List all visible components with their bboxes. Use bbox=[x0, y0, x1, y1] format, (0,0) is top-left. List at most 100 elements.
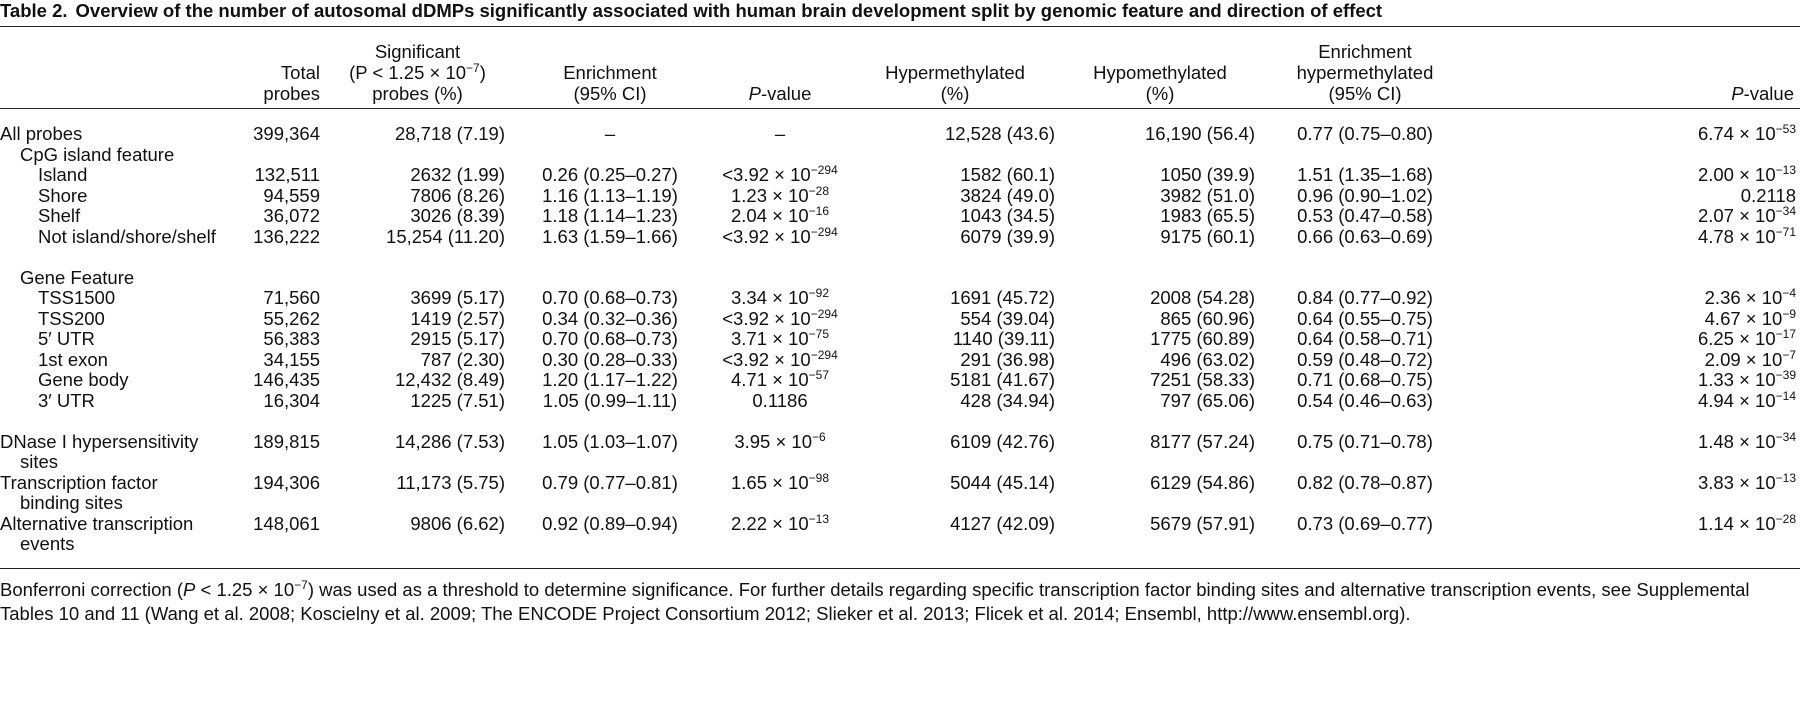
cell-enrichment: 0.34 (0.32–0.36) bbox=[542, 307, 678, 329]
header-hypermethylated: Hypermethylated (%) bbox=[885, 62, 1025, 104]
cell-p-value-2: 2.07 × 10−34 bbox=[1697, 204, 1796, 226]
table-row: Gene Feature bbox=[0, 267, 1800, 289]
cell-p-value-2: 1.14 × 10−28 bbox=[1697, 511, 1796, 534]
row-label: Transcription factor binding sites bbox=[0, 471, 158, 513]
cell-enrichment-hypermethylated: 0.71 (0.68–0.75) bbox=[1297, 369, 1433, 390]
cell-hypomethylated bbox=[1065, 145, 1265, 166]
cell-significant-probes: 11,173 (5.75) bbox=[396, 471, 505, 493]
cell-hypomethylated: 1050 (39.9) bbox=[1160, 164, 1255, 185]
header-p-value-2: P-value bbox=[1731, 83, 1794, 104]
cell-enrichment: 0.70 (0.68–0.73) bbox=[542, 328, 678, 349]
top-rule bbox=[0, 26, 1800, 27]
cell-enrichment-hypermethylated: 0.59 (0.48–0.72) bbox=[1297, 348, 1433, 370]
cell-enrichment: 1.05 (1.03–1.07) bbox=[542, 430, 678, 452]
cell-p-value-2 bbox=[1475, 145, 1800, 166]
cell-significant-probes: 2632 (1.99) bbox=[410, 164, 505, 185]
cell-total-probes: 136,222 bbox=[253, 225, 320, 247]
cell-enrichment-hypermethylated: 0.73 (0.69–0.77) bbox=[1297, 512, 1433, 534]
cell-enrichment: 0.30 (0.28–0.33) bbox=[542, 348, 678, 370]
cell-hypermethylated: 4127 (42.09) bbox=[950, 512, 1055, 534]
cell-total-probes: 148,061 bbox=[253, 512, 320, 534]
header-feature bbox=[0, 30, 250, 104]
header-enrichment: Enrichment (95% CI) bbox=[563, 62, 657, 104]
cell-hypermethylated: 6079 (39.9) bbox=[960, 225, 1055, 247]
table-caption: Table 2. Overview of the number of autoso… bbox=[0, 0, 1800, 22]
table-row: TSS200 55,262 1419 (2.57) 0.34 (0.32–0.36) <… bbox=[0, 306, 1800, 330]
cell-enrichment bbox=[515, 145, 715, 166]
table-row: Shore 94,559 7806 (8.26) 1.16 (1.13–1.19) 1.… bbox=[0, 184, 1800, 207]
cell-total-probes bbox=[250, 145, 330, 166]
header-total-probes: Total probes bbox=[263, 62, 320, 104]
cell-hypomethylated: 3982 (51.0) bbox=[1160, 184, 1255, 206]
cell-enrichment-hypermethylated: 0.54 (0.46–0.63) bbox=[1297, 389, 1433, 411]
row-label: CpG island feature bbox=[20, 143, 175, 165]
table-row: Transcription factor binding sites 194,306… bbox=[0, 470, 1800, 514]
cell-hypomethylated bbox=[1065, 268, 1265, 289]
table-row: DNase I hypersensitivity sites 189,815 14,2… bbox=[0, 429, 1800, 473]
cell-total-probes: 399,364 bbox=[253, 123, 320, 144]
cell-hypermethylated: 1582 (60.1) bbox=[960, 164, 1055, 185]
row-label: Alternative transcription events bbox=[0, 512, 194, 554]
cell-total-probes: 56,383 bbox=[263, 328, 320, 349]
cell-hypomethylated: 8177 (57.24) bbox=[1150, 430, 1255, 452]
cell-significant-probes: 3699 (5.17) bbox=[410, 287, 505, 308]
cell-hypermethylated: 5181 (41.67) bbox=[950, 369, 1055, 390]
cell-p-value-2 bbox=[1475, 268, 1800, 289]
cell-enrichment: 0.79 (0.77–0.81) bbox=[542, 471, 678, 493]
cell-enrichment: – bbox=[604, 123, 616, 144]
cell-p-value: 1.65 × 10−98 bbox=[730, 470, 830, 493]
cell-hypermethylated: 6109 (42.76) bbox=[950, 430, 1055, 452]
cell-p-value: 3.95 × 10−6 bbox=[734, 429, 826, 452]
cell-p-value: <3.92 × 10−294 bbox=[722, 306, 838, 329]
cell-p-value: <3.92 × 10−294 bbox=[722, 347, 838, 370]
table-footnote: Bonferroni correction (P < 1.25 × 10−7) … bbox=[0, 578, 1750, 624]
cell-p-value-2: 0.2118 bbox=[1740, 184, 1796, 206]
cell-total-probes: 36,072 bbox=[263, 205, 320, 226]
table-row: 3′ UTR 16,304 1225 (7.51) 1.05 (0.99–1.11) 0… bbox=[0, 388, 1800, 412]
header-enrichment-hypermethylated: Enrichment hypermethylated (95% CI) bbox=[1296, 41, 1434, 104]
cell-significant-probes: 12,432 (8.49) bbox=[394, 369, 505, 390]
cell-total-probes bbox=[250, 268, 330, 289]
cell-significant-probes: 787 (2.30) bbox=[420, 348, 505, 370]
cell-enrichment-hypermethylated: 0.96 (0.90–1.02) bbox=[1297, 184, 1433, 206]
cell-p-value: <3.92 × 10−294 bbox=[722, 224, 838, 247]
cell-p-value-2: 4.67 × 10−9 bbox=[1704, 306, 1796, 329]
table-label: Table 2. bbox=[0, 0, 68, 21]
cell-p-value-2: 4.94 × 10−14 bbox=[1697, 388, 1796, 411]
cell-hypomethylated: 1775 (60.89) bbox=[1150, 328, 1255, 349]
cell-hypomethylated: 865 (60.96) bbox=[1160, 307, 1255, 329]
table-row: 5′ UTR 56,383 2915 (5.17) 0.70 (0.68–0.73) 3… bbox=[0, 328, 1800, 350]
cell-total-probes: 189,815 bbox=[253, 430, 320, 452]
cell-hypermethylated: 1140 (39.11) bbox=[952, 328, 1055, 349]
cell-hypomethylated: 7251 (58.33) bbox=[1150, 369, 1255, 390]
cell-p-value-2: 3.83 × 10−13 bbox=[1697, 470, 1796, 493]
cell-hypermethylated: 5044 (45.14) bbox=[950, 471, 1055, 493]
table-row: CpG island feature bbox=[0, 143, 1800, 166]
cell-significant-probes: 1419 (2.57) bbox=[410, 307, 505, 329]
cell-total-probes: 34,155 bbox=[263, 348, 320, 370]
cell-enrichment: 0.92 (0.89–0.94) bbox=[542, 512, 678, 534]
table-row: 1st exon 34,155 787 (2.30) 0.30 (0.28–0.33)… bbox=[0, 347, 1800, 371]
cell-enrichment-hypermethylated: 0.82 (0.78–0.87) bbox=[1297, 471, 1433, 493]
cell-p-value: 4.71 × 10−57 bbox=[730, 368, 830, 390]
cell-hypermethylated: 3824 (49.0) bbox=[960, 184, 1055, 206]
cell-significant-probes: 2915 (5.17) bbox=[410, 328, 505, 349]
cell-p-value-2: 1.33 × 10−39 bbox=[1697, 368, 1796, 390]
cell-significant-probes: 14,286 (7.53) bbox=[394, 430, 505, 452]
row-label: 3′ UTR bbox=[38, 389, 95, 411]
cell-enrichment: 0.70 (0.68–0.73) bbox=[542, 287, 678, 308]
cell-hypermethylated: 1043 (34.5) bbox=[960, 205, 1055, 226]
header-rule bbox=[0, 108, 1800, 109]
cell-hypomethylated: 496 (63.02) bbox=[1160, 348, 1255, 370]
cell-p-value-2: 6.74 × 10−53 bbox=[1697, 122, 1796, 144]
cell-significant-probes bbox=[330, 145, 515, 166]
cell-significant-probes: 3026 (8.39) bbox=[410, 205, 505, 226]
cell-hypermethylated: 554 (39.04) bbox=[960, 307, 1055, 329]
cell-enrichment-hypermethylated bbox=[1265, 268, 1475, 289]
cell-hypomethylated: 5679 (57.91) bbox=[1150, 512, 1255, 534]
cell-hypermethylated: 1691 (45.72) bbox=[950, 287, 1055, 308]
cell-significant-probes: 1225 (7.51) bbox=[410, 389, 505, 411]
cell-enrichment: 1.18 (1.14–1.23) bbox=[542, 205, 678, 226]
cell-enrichment-hypermethylated: 0.75 (0.71–0.78) bbox=[1297, 430, 1433, 452]
header-p-value: P-value bbox=[748, 83, 812, 104]
